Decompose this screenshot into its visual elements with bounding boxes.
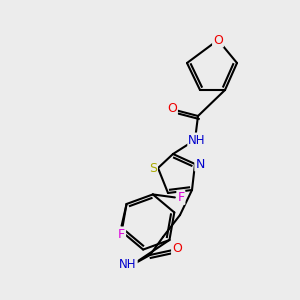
Text: NH: NH xyxy=(188,134,206,146)
Text: O: O xyxy=(213,34,223,46)
Text: S: S xyxy=(149,161,157,175)
Text: O: O xyxy=(167,103,177,116)
Text: F: F xyxy=(177,191,184,204)
Text: F: F xyxy=(118,227,125,241)
Text: O: O xyxy=(172,242,182,256)
Text: N: N xyxy=(195,158,205,170)
Text: NH: NH xyxy=(119,259,137,272)
